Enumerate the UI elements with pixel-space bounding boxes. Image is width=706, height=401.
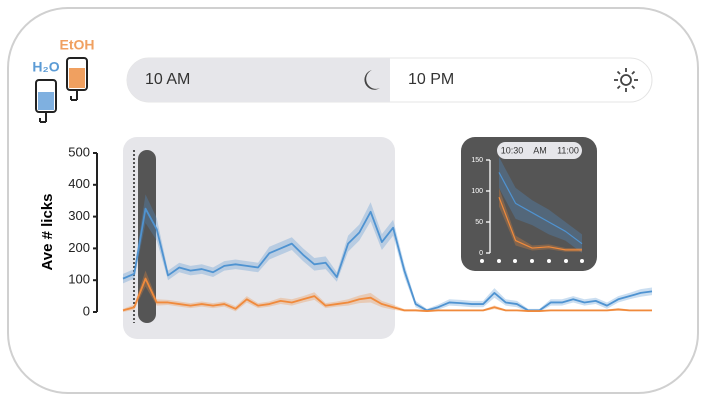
series-line — [122, 207, 653, 312]
inset-time: AM — [533, 145, 547, 155]
inset-time-bar — [497, 142, 582, 159]
y-tick-label: 500 — [68, 144, 90, 159]
y-tick-label: 50 — [475, 219, 483, 226]
night-region — [123, 137, 395, 339]
y-tick-label: 400 — [68, 176, 90, 191]
series-line — [498, 172, 583, 245]
y-tick-label: 100 — [471, 188, 483, 195]
inset-panel — [461, 137, 597, 271]
sun-icon — [614, 68, 638, 92]
y-tick-label: 0 — [83, 303, 90, 318]
night-segment — [127, 58, 390, 102]
error-band — [123, 194, 652, 312]
inset-time: 10:30 — [501, 145, 524, 155]
drinking-window — [138, 150, 156, 323]
night-label: 10 AM — [145, 71, 190, 88]
water-bottle — [35, 79, 57, 123]
series-line — [498, 196, 582, 251]
error-band — [123, 270, 652, 312]
legend-label: H₂O — [32, 59, 59, 75]
y-tick-label: 150 — [471, 157, 483, 164]
y-tick-label: 0 — [479, 250, 483, 257]
inset-time: 11:00 — [557, 145, 579, 155]
day-label: 10 PM — [408, 71, 454, 88]
series-line — [122, 277, 652, 312]
y-tick-label: 100 — [68, 272, 90, 287]
y-axis-label: Ave # licks — [39, 194, 56, 271]
y-tick-label: 300 — [68, 208, 90, 223]
y-tick-label: 200 — [68, 240, 90, 255]
legend-label: EtOH — [60, 37, 95, 53]
ethanol-bottle — [66, 57, 88, 101]
inset-x-dots — [480, 259, 584, 263]
